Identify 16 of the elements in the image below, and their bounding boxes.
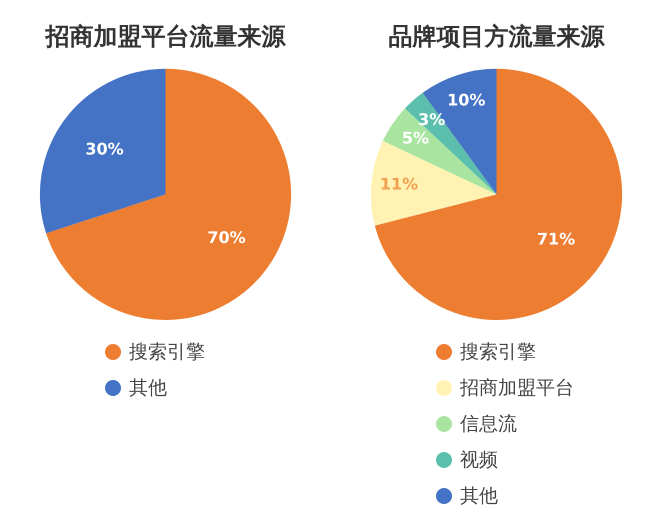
data-label: 30% — [85, 139, 124, 158]
legend-label: 视频 — [459, 448, 499, 473]
legend-label: 其他 — [459, 484, 499, 509]
data-label: 3% — [418, 110, 446, 130]
legend-label: 招商加盟平台 — [459, 376, 575, 401]
data-label: 71% — [536, 230, 576, 249]
data-label: 10% — [447, 90, 486, 110]
legend-label: 信息流 — [459, 412, 518, 437]
data-label: 70% — [207, 228, 246, 247]
legend-label: 搜索引擎 — [459, 340, 537, 365]
data-label: 5% — [402, 128, 430, 148]
chart-title: 招商加盟平台流量来源 — [44, 22, 286, 51]
data-label: 11% — [380, 174, 418, 194]
legend-label: 其他 — [128, 376, 168, 401]
legend-label: 搜索引擎 — [128, 340, 206, 365]
chart-title: 品牌项目方流量来源 — [388, 22, 606, 51]
